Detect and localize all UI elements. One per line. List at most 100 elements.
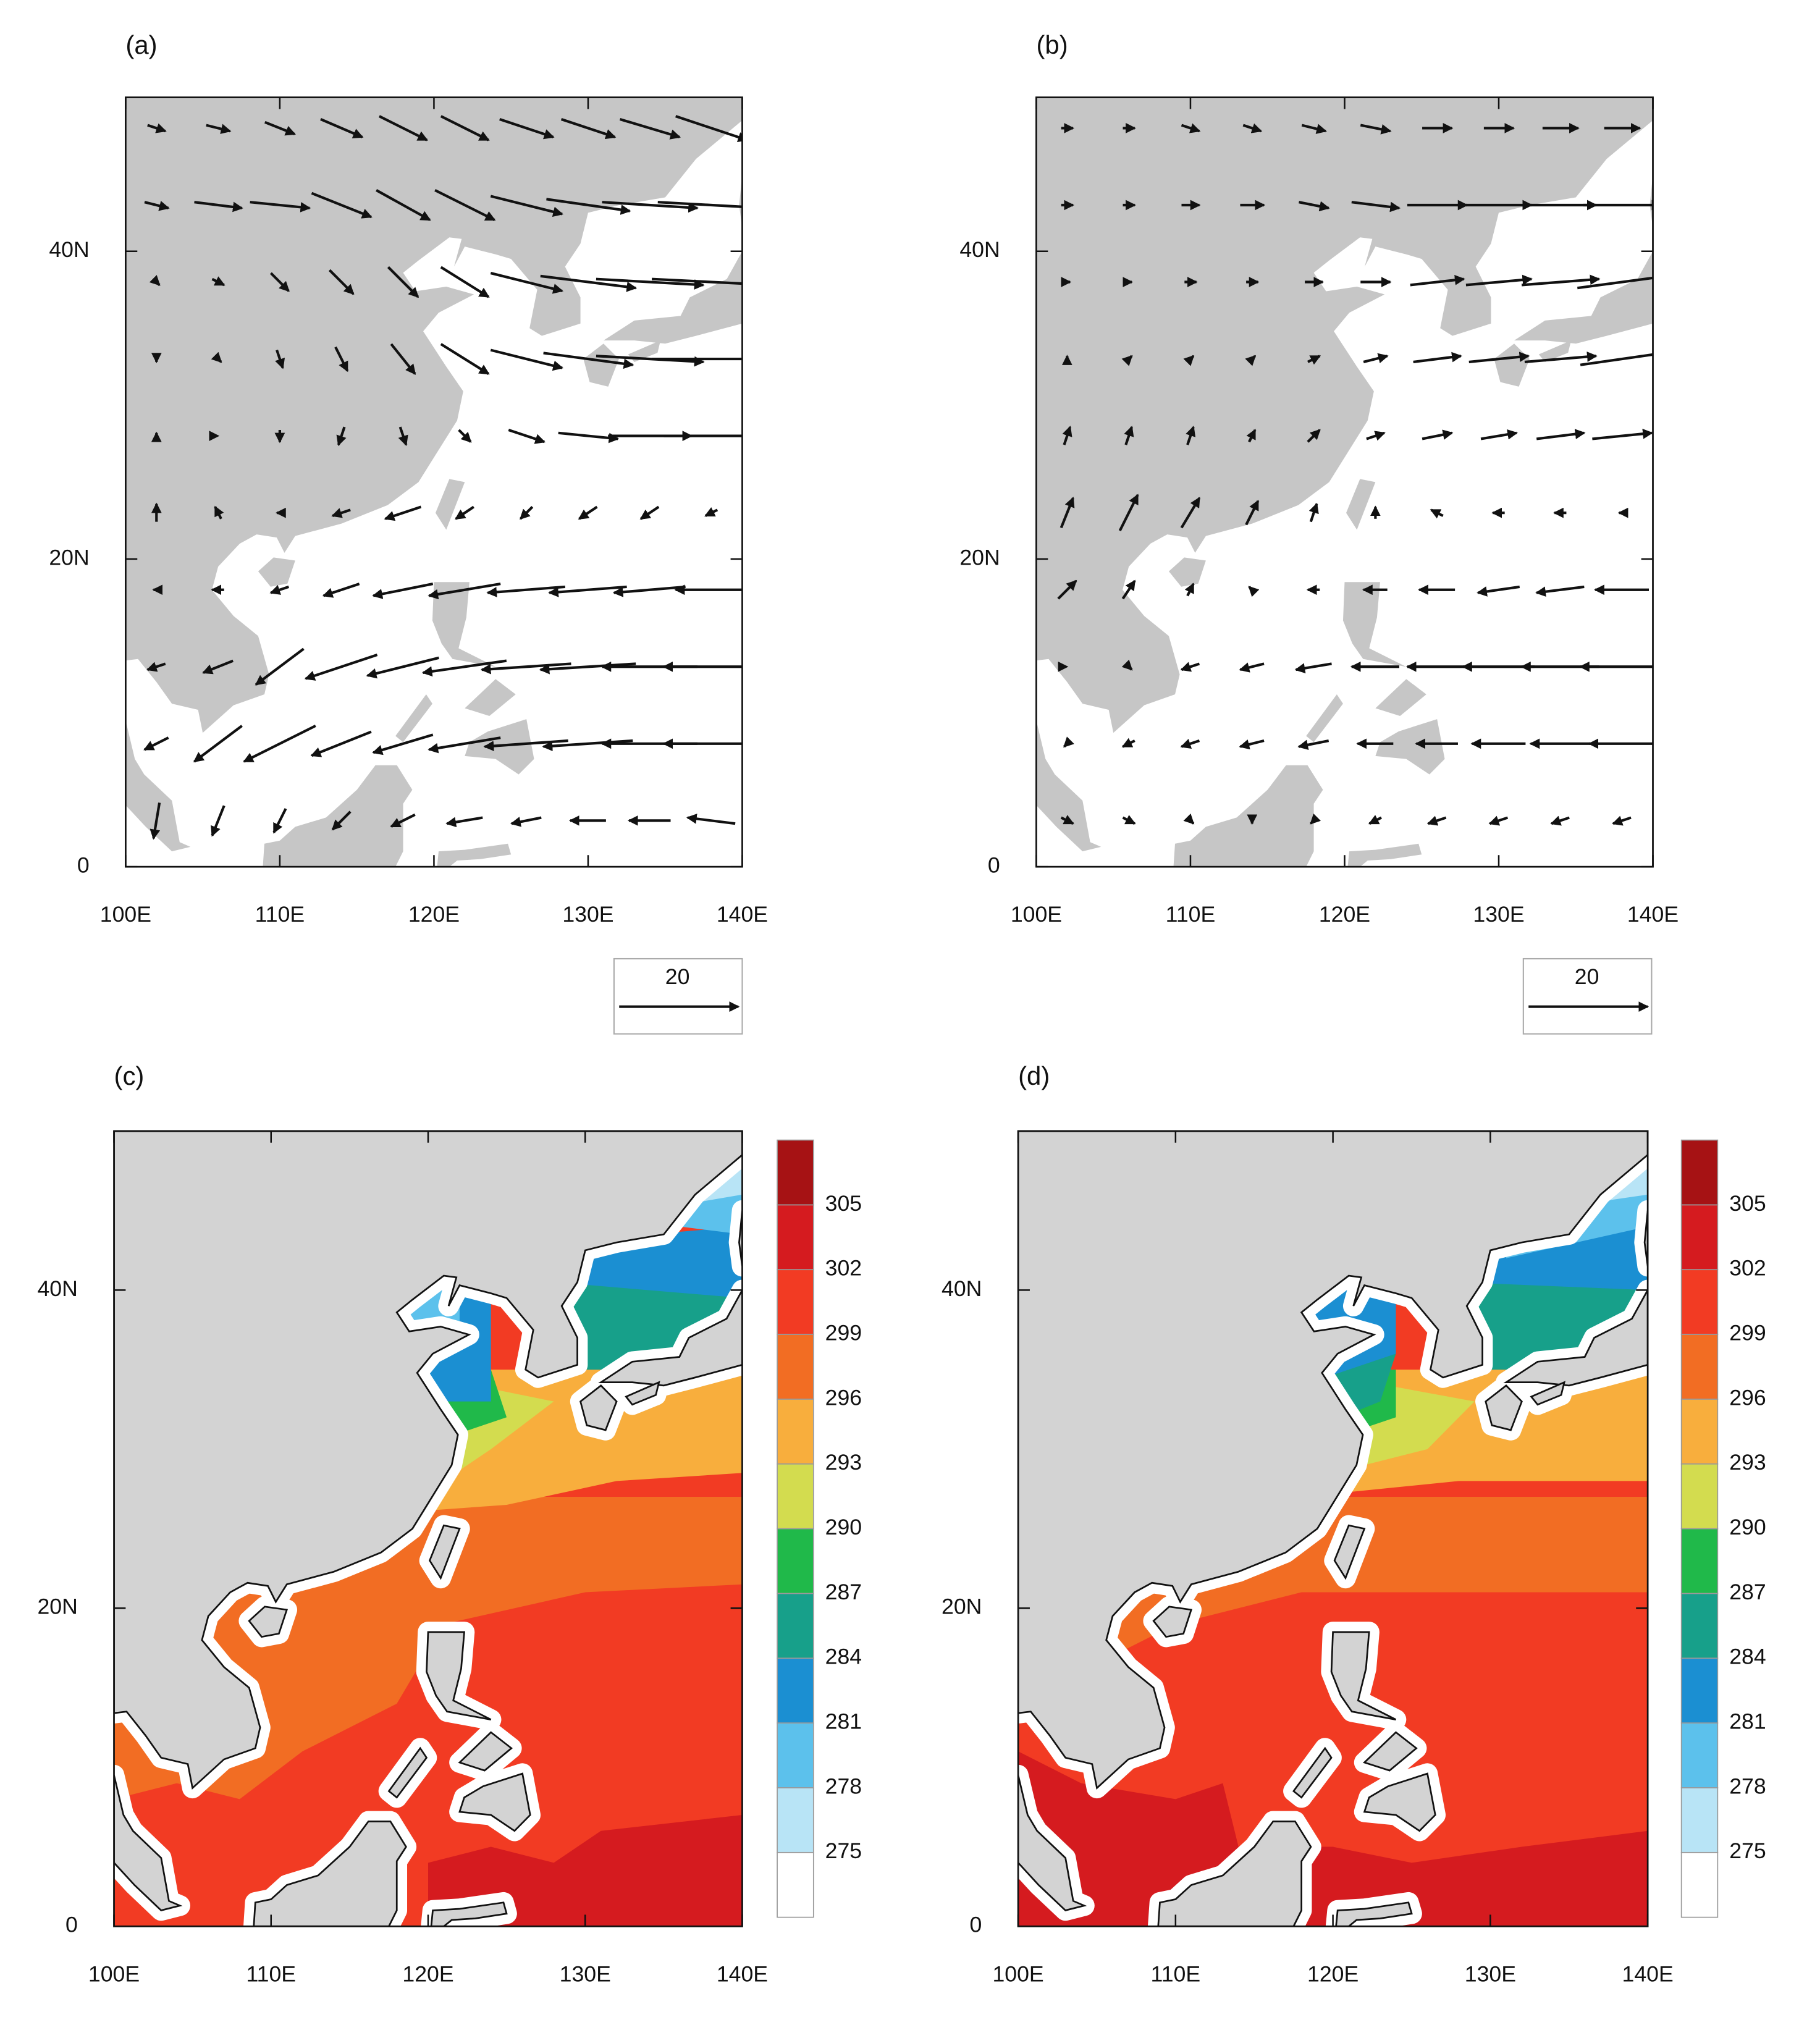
land (1168, 557, 1206, 587)
colorbar-label: 290 (825, 1515, 862, 1539)
land (1292, 1746, 1333, 1799)
wind-vector (202, 659, 234, 675)
x-tick-label: 100E (100, 902, 151, 927)
colorbar-label: 299 (1729, 1320, 1766, 1345)
x-tick-label: 110E (246, 1961, 296, 1986)
wind-vector (264, 120, 296, 136)
land (1530, 1381, 1566, 1406)
x-tick-label: 110E (1166, 902, 1216, 927)
land (428, 1524, 461, 1580)
wind-vector (1550, 815, 1570, 826)
wind-vector (147, 123, 167, 133)
land (1306, 694, 1343, 743)
wind-vector (1301, 124, 1327, 134)
colorbar-label: 305 (825, 1191, 862, 1216)
wind-vector (1360, 124, 1392, 135)
wind-vector (269, 272, 290, 292)
wind-vector (421, 659, 507, 677)
wind-vector (206, 124, 232, 134)
wind-vector (1580, 353, 1653, 366)
wind-vector (1239, 662, 1265, 673)
x-tick-label: 100E (1011, 902, 1062, 927)
wind-vector (1181, 123, 1201, 133)
wind-vector (657, 201, 743, 208)
land (387, 1746, 428, 1799)
wind-vector (1536, 429, 1586, 440)
wind-vector (1186, 426, 1196, 445)
wind-vector (243, 725, 316, 763)
x-tick-label: 130E (562, 902, 613, 927)
y-tick-label: 20N (959, 545, 1000, 570)
colorbar-label: 305 (1729, 1191, 1766, 1216)
wind-vector (387, 266, 419, 298)
wind-vector (1245, 500, 1260, 526)
colorbar-box (777, 1269, 814, 1335)
wind-vector (1299, 201, 1330, 212)
colorbar-box (777, 1139, 814, 1206)
colorbar-label: 284 (825, 1644, 862, 1669)
wind-vector (331, 810, 352, 831)
wind-vector (1246, 429, 1257, 443)
y-tick-label: 40N (49, 237, 89, 262)
wind-vector (440, 266, 490, 298)
y-tick-label: 20N (49, 545, 89, 570)
wind-vector (250, 201, 311, 213)
colorbar-label: 302 (1729, 1256, 1766, 1281)
wind-vector (540, 274, 638, 292)
wind-vector (1426, 815, 1447, 826)
land (1347, 843, 1422, 867)
land (437, 843, 512, 867)
colorbar-label: 299 (825, 1320, 862, 1345)
wind-vector (455, 505, 474, 520)
wind-vector (1180, 497, 1201, 529)
colorbar-label: 296 (825, 1385, 862, 1410)
wind-vector (1368, 815, 1382, 825)
y-tick-label: 40N (959, 237, 1000, 262)
wind-vector (211, 805, 225, 837)
wind-vector (334, 346, 349, 373)
x-tick-label: 120E (1307, 1961, 1359, 1986)
wind-vector (214, 505, 224, 520)
colorbar-box (777, 1528, 814, 1594)
land (458, 1731, 513, 1772)
wind-vector (1612, 815, 1632, 826)
colorbar-box (777, 1722, 814, 1788)
wind-vector (149, 275, 161, 286)
wind-vector (1410, 274, 1465, 287)
wind-vector (539, 662, 636, 675)
colorbar-label: 287 (1729, 1580, 1766, 1604)
colorbar-box (777, 1851, 814, 1918)
colorbar-box (1680, 1204, 1719, 1271)
wind-vector (1468, 352, 1530, 363)
wind-vector (1183, 813, 1195, 825)
colorbar-label: 281 (1729, 1709, 1766, 1734)
wind-vector (311, 192, 373, 219)
land (1362, 1731, 1418, 1772)
land (1036, 97, 1653, 733)
colorbar-box (1680, 1399, 1719, 1465)
land (628, 340, 661, 362)
wind-vector (1118, 494, 1139, 532)
wind-vector (275, 349, 285, 369)
colorbar-label: 281 (825, 1709, 862, 1734)
wind-vector (458, 429, 472, 443)
wind-vector (211, 352, 222, 363)
y-tick-label: 0 (970, 1913, 982, 1937)
colorbar-box (777, 1204, 814, 1271)
wind-vector (1465, 274, 1533, 287)
colorbar-label: 293 (1729, 1450, 1766, 1475)
y-tick-label: 20N (37, 1594, 77, 1619)
wind-vector (558, 431, 620, 444)
plot-area (1018, 1130, 1648, 1927)
land (1335, 1901, 1413, 1927)
wind-vector (1366, 431, 1386, 441)
wind-vector (146, 662, 166, 672)
wind-vector (619, 117, 681, 140)
land (125, 97, 743, 733)
x-tick-label: 130E (1473, 902, 1524, 927)
wind-vector (1121, 579, 1136, 600)
colorbar-box (1680, 1657, 1719, 1724)
panel: (c) 275 278 281 284 287 290 293 296 299 302 305 100E… (37, 1061, 862, 1986)
wind-vector (1430, 508, 1444, 519)
